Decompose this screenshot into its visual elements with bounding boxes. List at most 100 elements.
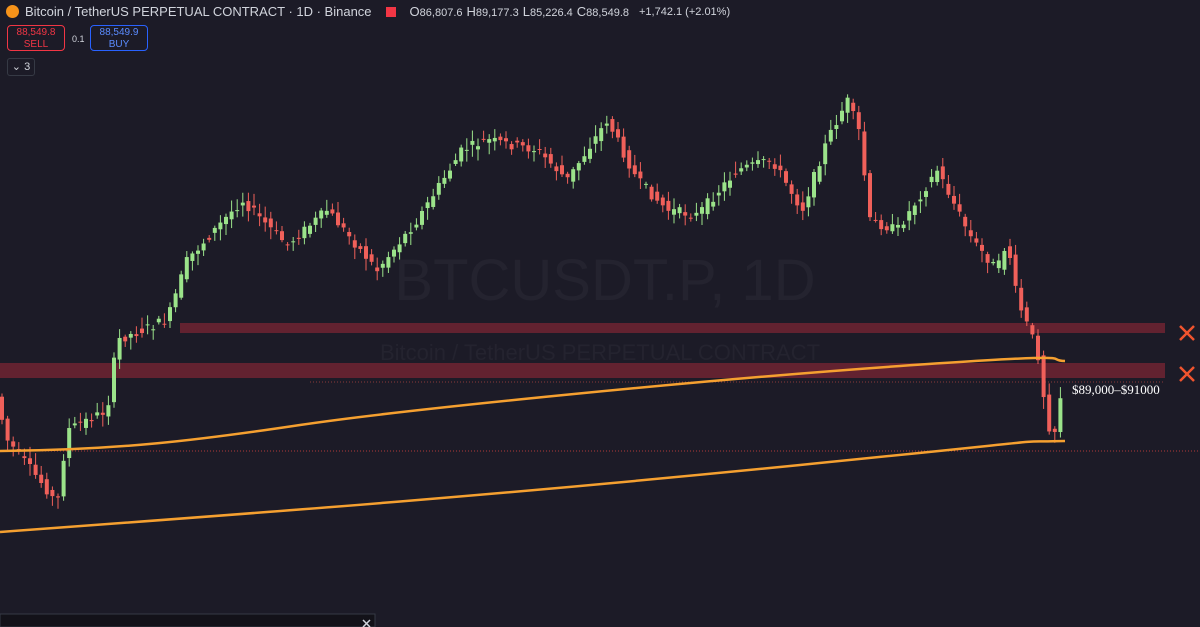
candle-body <box>212 227 217 233</box>
candle-body <box>750 162 755 164</box>
buy-price: 88,549.9 <box>99 27 139 38</box>
candle-body <box>341 223 346 228</box>
watermark-subtitle: Bitcoin / TetherUS PERPETUAL CONTRACT <box>380 340 820 365</box>
candle-body <box>515 140 520 143</box>
candle-body <box>89 419 94 422</box>
candle-body <box>912 205 917 215</box>
candle-body <box>980 244 984 251</box>
candle-body <box>772 164 777 169</box>
sell-label: SELL <box>23 39 49 50</box>
remove-icon[interactable] <box>1179 325 1195 341</box>
candle-body <box>862 131 867 176</box>
candle-body <box>100 412 105 415</box>
candle-body <box>313 217 318 225</box>
candle-body <box>0 396 4 420</box>
ohlc-label: H <box>466 4 476 19</box>
candle-body <box>520 142 525 146</box>
candle-body <box>403 233 408 244</box>
candle-body <box>728 180 732 188</box>
candle-body <box>996 260 1001 269</box>
candle-body <box>352 240 357 248</box>
candle-body <box>660 197 665 206</box>
candle-body <box>106 405 111 417</box>
flag[interactable] <box>385 6 396 17</box>
candle-body <box>364 246 368 259</box>
candle-body <box>476 146 480 150</box>
candle-body <box>201 243 206 251</box>
candle-body <box>470 140 475 145</box>
remove-icon[interactable] <box>1179 366 1195 382</box>
sell-button[interactable]: 88,549.8 SELL <box>7 25 65 51</box>
candle-body <box>72 423 77 426</box>
candle-body <box>677 207 682 214</box>
candle-body <box>784 171 788 183</box>
candle-body <box>487 139 492 143</box>
candle-body <box>761 159 766 161</box>
candle-body <box>890 224 895 232</box>
candle-body <box>78 421 83 423</box>
candle-body <box>655 191 660 201</box>
candle-body <box>879 220 884 230</box>
candle-body <box>722 182 727 192</box>
coin-icon <box>6 5 19 18</box>
candle-body <box>767 160 772 162</box>
candle-body <box>935 170 940 183</box>
candle-body <box>151 329 156 331</box>
candle-body <box>123 336 128 342</box>
candle-body <box>453 160 458 164</box>
candle-body <box>308 225 312 234</box>
candle-body <box>688 217 693 219</box>
ohlc-value: 88,549.8 <box>586 7 629 19</box>
candle-body <box>61 460 66 497</box>
candle-body <box>968 230 973 237</box>
candle-body <box>240 202 245 206</box>
candle-body <box>817 166 822 182</box>
candle-body <box>134 334 139 337</box>
price-annotation: $89,000–$91000 <box>1072 382 1160 397</box>
candle-body <box>464 149 469 151</box>
candle-body <box>459 147 464 162</box>
candle-body <box>649 186 654 200</box>
candle-body <box>683 212 688 216</box>
candle-body <box>380 263 385 268</box>
candle-body <box>291 241 296 243</box>
candle-body <box>492 137 497 142</box>
candle-body <box>800 202 805 211</box>
candle-body <box>302 226 307 239</box>
candle-body <box>481 138 486 140</box>
candle-body <box>358 246 363 249</box>
candle-body <box>112 357 116 403</box>
close-panel[interactable] <box>362 619 371 627</box>
candle-body <box>190 253 195 261</box>
indicator-count: 3 <box>24 61 31 73</box>
candle-body <box>67 428 72 459</box>
watermark-title: BTCUSDT.P, 1D <box>394 248 815 313</box>
candle-body <box>375 267 380 272</box>
candle-body <box>5 418 10 441</box>
candle-body <box>420 210 424 225</box>
candle-body <box>828 129 833 142</box>
indicators-toggle[interactable]: ⌄ 3 <box>7 58 35 76</box>
candle-body <box>168 307 172 322</box>
candle-body <box>386 257 391 268</box>
candle-body <box>196 250 200 254</box>
candle-body <box>985 254 990 263</box>
buy-button[interactable]: 88,549.9 BUY <box>90 25 148 51</box>
candle-body <box>263 217 268 223</box>
candle-body <box>582 156 587 162</box>
candle-body <box>638 171 643 179</box>
candle-body <box>739 168 744 172</box>
candle-body <box>285 244 290 246</box>
candle-body <box>369 254 374 262</box>
candle-body <box>873 219 878 221</box>
candle-body <box>929 176 934 183</box>
candle-body <box>918 199 923 202</box>
candle-body <box>1058 398 1063 433</box>
candle-body <box>789 184 794 194</box>
candle-body <box>145 324 150 326</box>
candle-body <box>173 293 178 308</box>
candle-body <box>1019 287 1024 311</box>
candle-body <box>868 173 872 218</box>
